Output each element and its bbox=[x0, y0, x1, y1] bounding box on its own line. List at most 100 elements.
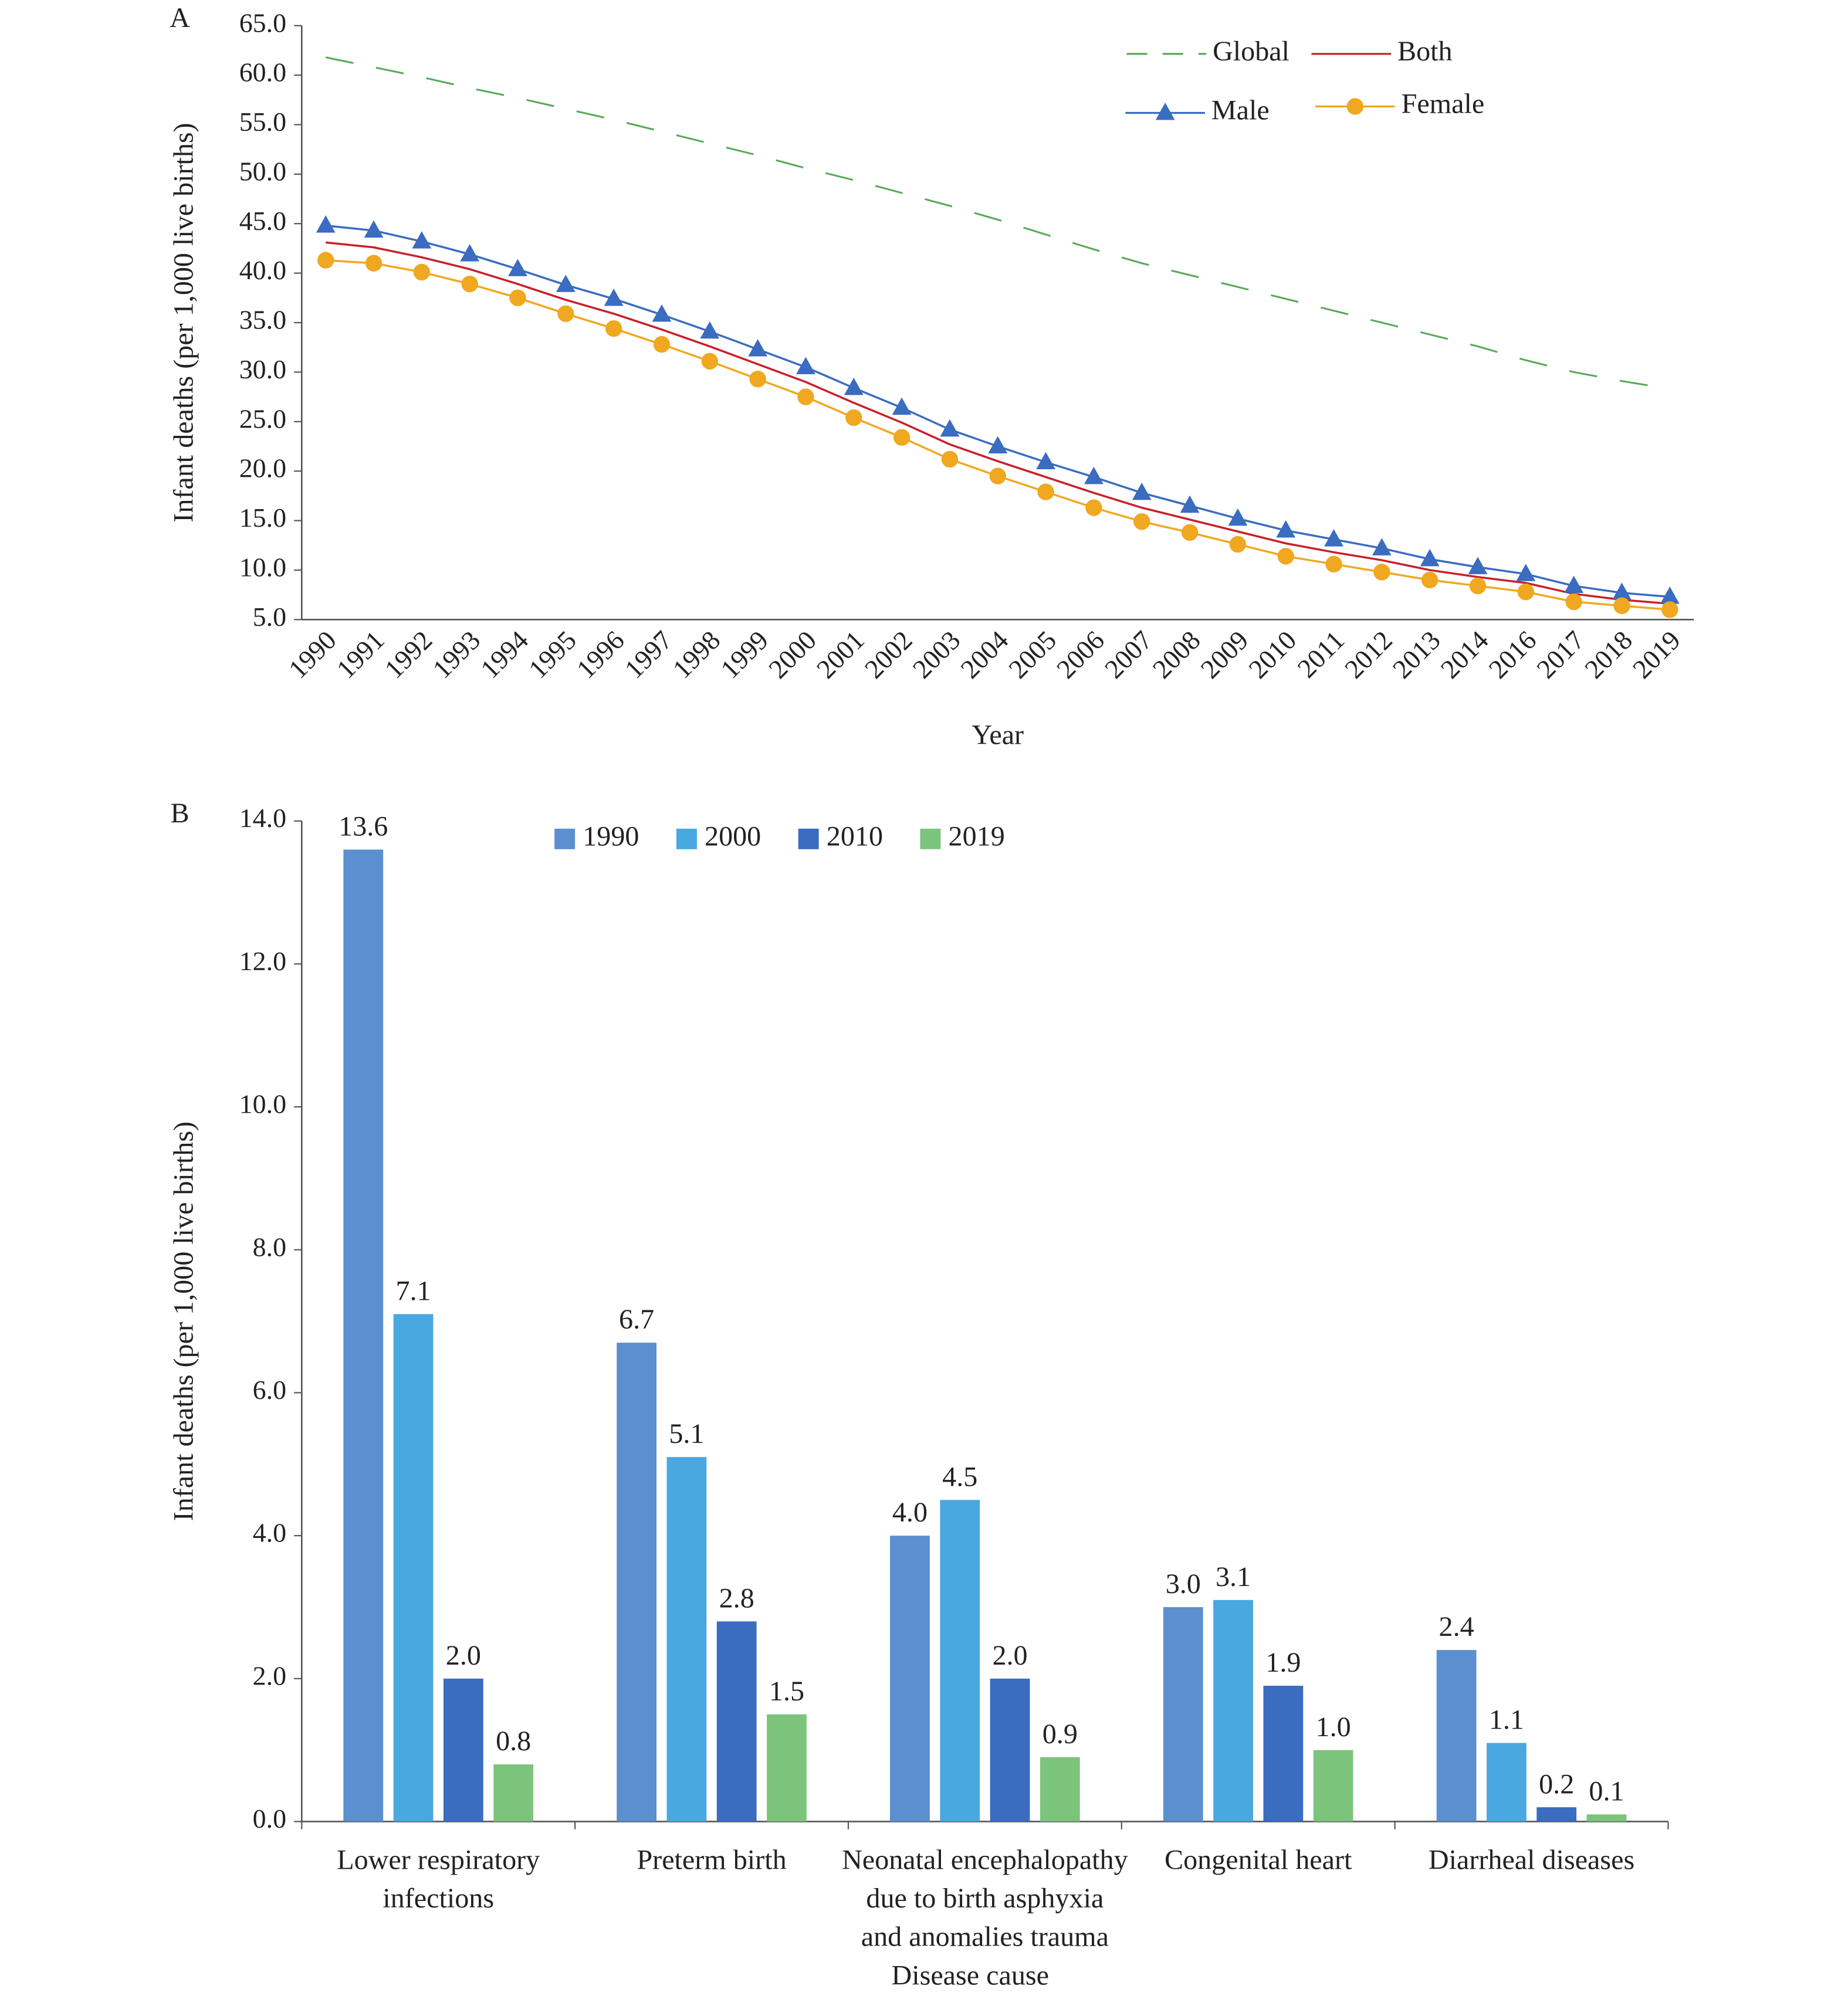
data-label: 0.8 bbox=[496, 1726, 531, 1757]
series-line bbox=[326, 259, 1670, 611]
marker bbox=[1276, 520, 1296, 538]
y-tick-label: 35.0 bbox=[239, 305, 286, 335]
marker bbox=[1660, 587, 1680, 604]
data-label: 1.5 bbox=[769, 1676, 804, 1707]
legend-label: Both bbox=[1397, 36, 1453, 67]
marker bbox=[653, 336, 671, 353]
data-label: 1.1 bbox=[1489, 1704, 1524, 1736]
legend-label: Global bbox=[1213, 36, 1289, 67]
series-line bbox=[325, 56, 1670, 390]
legend-label: Female bbox=[1402, 89, 1485, 120]
x-tick-label: 1998 bbox=[666, 625, 726, 684]
x-tick-label: 2009 bbox=[1195, 625, 1254, 684]
data-label: 0.2 bbox=[1539, 1768, 1574, 1800]
marker bbox=[1661, 601, 1678, 618]
y-tick-label: 60.0 bbox=[239, 57, 286, 87]
marker bbox=[1133, 513, 1150, 530]
bar bbox=[1586, 1814, 1627, 1822]
y-tick-label: 12.0 bbox=[239, 946, 286, 976]
bar bbox=[940, 1500, 980, 1822]
x-tick-label-box: Lower respiratory infections bbox=[337, 1843, 540, 1914]
y-tick-label: 4.0 bbox=[253, 1518, 286, 1548]
y-tick-label: 25.0 bbox=[239, 404, 286, 433]
y-tick-label: 2.0 bbox=[253, 1660, 286, 1690]
y-axis-title: Infant deaths (per 1,000 live births) bbox=[168, 1121, 199, 1521]
marker bbox=[1132, 482, 1152, 500]
marker bbox=[1420, 548, 1440, 567]
bar bbox=[890, 1536, 930, 1822]
bar bbox=[443, 1678, 483, 1822]
x-tick-label: 2018 bbox=[1579, 625, 1638, 684]
marker bbox=[364, 220, 384, 238]
legend-marker bbox=[1155, 102, 1175, 120]
marker bbox=[1372, 538, 1392, 555]
marker bbox=[700, 321, 720, 339]
y-tick-label: 15.0 bbox=[239, 503, 286, 533]
y-tick-label: 65.0 bbox=[239, 8, 286, 38]
marker bbox=[461, 276, 478, 293]
bar bbox=[617, 1343, 657, 1822]
data-label: 3.0 bbox=[1166, 1568, 1201, 1599]
x-tick-label: 1995 bbox=[523, 625, 582, 684]
marker bbox=[797, 388, 814, 405]
x-tick-label: 2010 bbox=[1243, 625, 1302, 684]
bar bbox=[493, 1764, 534, 1822]
legend-swatch bbox=[798, 828, 819, 849]
x-tick-label: 1991 bbox=[331, 625, 390, 684]
marker bbox=[1085, 499, 1102, 516]
x-tick-label: 2017 bbox=[1531, 625, 1590, 684]
marker bbox=[1516, 564, 1536, 581]
x-tick-label: 2012 bbox=[1339, 625, 1398, 684]
x-tick-label: 2005 bbox=[1003, 625, 1062, 684]
x-tick-label: 2002 bbox=[859, 625, 918, 684]
y-tick-label: 10.0 bbox=[239, 1089, 286, 1119]
bar bbox=[1163, 1607, 1203, 1822]
marker bbox=[1612, 582, 1632, 600]
data-label: 5.1 bbox=[669, 1418, 704, 1449]
legend-label: Male bbox=[1211, 95, 1270, 126]
bar bbox=[716, 1621, 757, 1822]
marker bbox=[365, 255, 383, 272]
marker bbox=[941, 450, 959, 468]
x-axis-title: Disease cause bbox=[891, 1960, 1048, 1991]
x-tick-label: 2003 bbox=[907, 625, 966, 684]
marker bbox=[796, 357, 815, 375]
data-label: 0.1 bbox=[1589, 1775, 1624, 1807]
x-axis-title: Year bbox=[972, 720, 1024, 751]
series-line bbox=[326, 224, 1670, 598]
bar bbox=[1040, 1757, 1080, 1822]
data-label: 6.7 bbox=[619, 1304, 654, 1335]
x-tick-label: 1994 bbox=[475, 625, 534, 684]
x-tick-label-box: Preterm birth bbox=[637, 1843, 786, 1876]
marker bbox=[1565, 593, 1582, 611]
x-tick-label: 1999 bbox=[715, 625, 774, 684]
legend-swatch bbox=[920, 828, 941, 849]
y-tick-label: 10.0 bbox=[239, 552, 286, 582]
marker bbox=[413, 263, 431, 281]
x-tick-label: 2004 bbox=[955, 625, 1014, 684]
marker bbox=[1180, 495, 1200, 513]
marker bbox=[1468, 557, 1488, 574]
legend-label: 1990 bbox=[583, 821, 639, 852]
legend-swatch bbox=[676, 828, 697, 849]
legend-label: 2000 bbox=[705, 821, 761, 852]
y-tick-label: 55.0 bbox=[239, 107, 286, 137]
marker bbox=[1564, 575, 1584, 593]
y-tick-label: 5.0 bbox=[253, 602, 286, 632]
data-label: 13.6 bbox=[339, 811, 388, 842]
x-tick-label: 1990 bbox=[283, 625, 342, 684]
marker bbox=[1517, 583, 1535, 601]
marker bbox=[892, 397, 912, 415]
marker bbox=[605, 320, 622, 337]
marker bbox=[1181, 524, 1199, 541]
legend-swatch bbox=[554, 828, 576, 849]
marker bbox=[1229, 536, 1247, 553]
data-label: 4.5 bbox=[942, 1461, 977, 1492]
marker bbox=[1469, 577, 1487, 595]
x-tick-label: Diarrheal diseases bbox=[1428, 1843, 1635, 1876]
panel-label: A bbox=[170, 2, 190, 33]
marker bbox=[1325, 555, 1342, 573]
marker bbox=[1228, 508, 1248, 526]
y-tick-label: 40.0 bbox=[239, 255, 286, 285]
legend-item: 1990 bbox=[554, 821, 639, 852]
